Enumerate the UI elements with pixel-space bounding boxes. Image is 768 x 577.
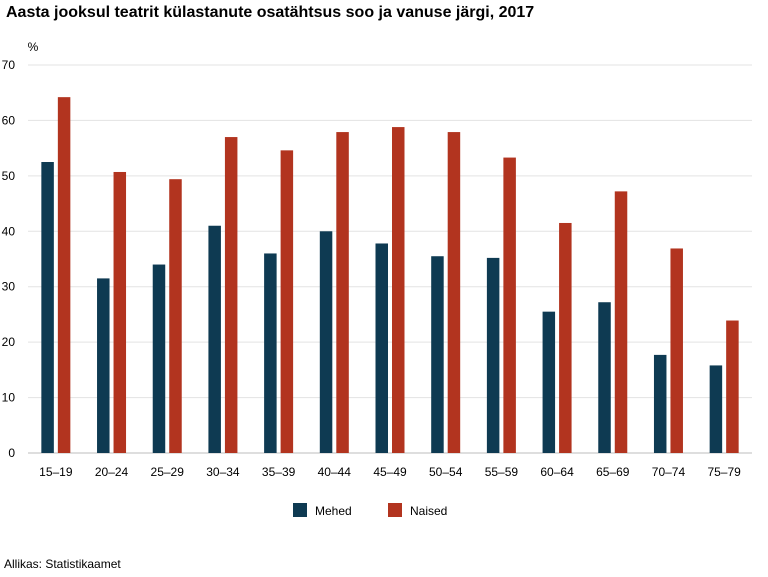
bar-mehed-55–59 [486, 257, 500, 453]
bar-mehed-60–64 [542, 311, 556, 453]
legend-swatch-mehed [293, 503, 307, 517]
bar-mehed-65–69 [598, 302, 611, 453]
bar-naised-15–19 [57, 97, 71, 454]
bar-naised-40–44 [336, 132, 349, 453]
bar-mehed-30–34 [208, 225, 221, 453]
bar-mehed-35–39 [264, 253, 277, 453]
legend-label: Naised [410, 504, 447, 518]
bar-mehed-15–19 [41, 162, 54, 453]
y-tick-label: 0 [8, 446, 15, 460]
bar-naised-75–79 [726, 320, 739, 453]
bar-naised-30–34 [224, 137, 238, 454]
x-tick-label: 35–39 [262, 465, 296, 479]
bar-mehed-50–54 [431, 256, 444, 453]
y-axis-ticks: 0 10 20 30 40 50 60 70 [2, 58, 16, 460]
y-tick-label: 60 [2, 113, 16, 127]
source-note: Allikas: Statistikaamet [4, 557, 121, 571]
x-tick-label: 55–59 [485, 465, 519, 479]
bar-naised-60–64 [559, 222, 572, 453]
bar-mehed-40–44 [319, 231, 333, 453]
y-tick-label: 50 [2, 169, 16, 183]
bar-naised-45–49 [392, 127, 405, 453]
y-tick-label: 40 [2, 224, 16, 238]
bar-naised-55–59 [503, 157, 516, 453]
legend-label: Mehed [315, 504, 352, 518]
bar-mehed-25–29 [152, 264, 166, 453]
y-tick-label: 70 [2, 58, 16, 72]
y-tick-label: 10 [2, 391, 16, 405]
bar-mehed-70–74 [653, 354, 667, 453]
bar-naised-70–74 [670, 248, 683, 453]
x-tick-label: 45–49 [373, 465, 407, 479]
gridlines [28, 64, 752, 454]
x-tick-label: 70–74 [652, 465, 686, 479]
x-tick-label: 60–64 [540, 465, 574, 479]
y-tick-label: 20 [2, 335, 16, 349]
x-tick-label: 75–79 [707, 465, 741, 479]
bar-mehed-45–49 [375, 243, 388, 453]
x-tick-label: 50–54 [429, 465, 463, 479]
bar-mehed-75–79 [709, 365, 723, 453]
x-axis-ticks: 15–19 20–24 25–29 30–34 35–39 40–44 45–49 50–54… [39, 465, 741, 479]
y-tick-label: 30 [2, 280, 16, 294]
x-tick-label: 65–69 [596, 465, 630, 479]
bars [41, 97, 739, 454]
bar-naised-35–39 [280, 150, 294, 454]
chart-title: Aasta jooksul teatrit külastanute osatäh… [6, 4, 535, 21]
legend-swatch-naised [388, 503, 402, 517]
x-tick-label: 20–24 [95, 465, 129, 479]
x-tick-label: 25–29 [151, 465, 185, 479]
y-axis-unit-label: % [28, 40, 39, 54]
bar-naised-20–24 [113, 171, 127, 453]
bar-mehed-20–24 [97, 278, 110, 453]
bar-naised-25–29 [169, 179, 182, 453]
x-tick-label: 40–44 [318, 465, 352, 479]
legend: Mehed Naised [293, 503, 447, 518]
bar-naised-65–69 [614, 191, 628, 453]
bar-naised-50–54 [447, 132, 461, 453]
x-tick-label: 15–19 [39, 465, 73, 479]
x-tick-label: 30–34 [206, 465, 240, 479]
